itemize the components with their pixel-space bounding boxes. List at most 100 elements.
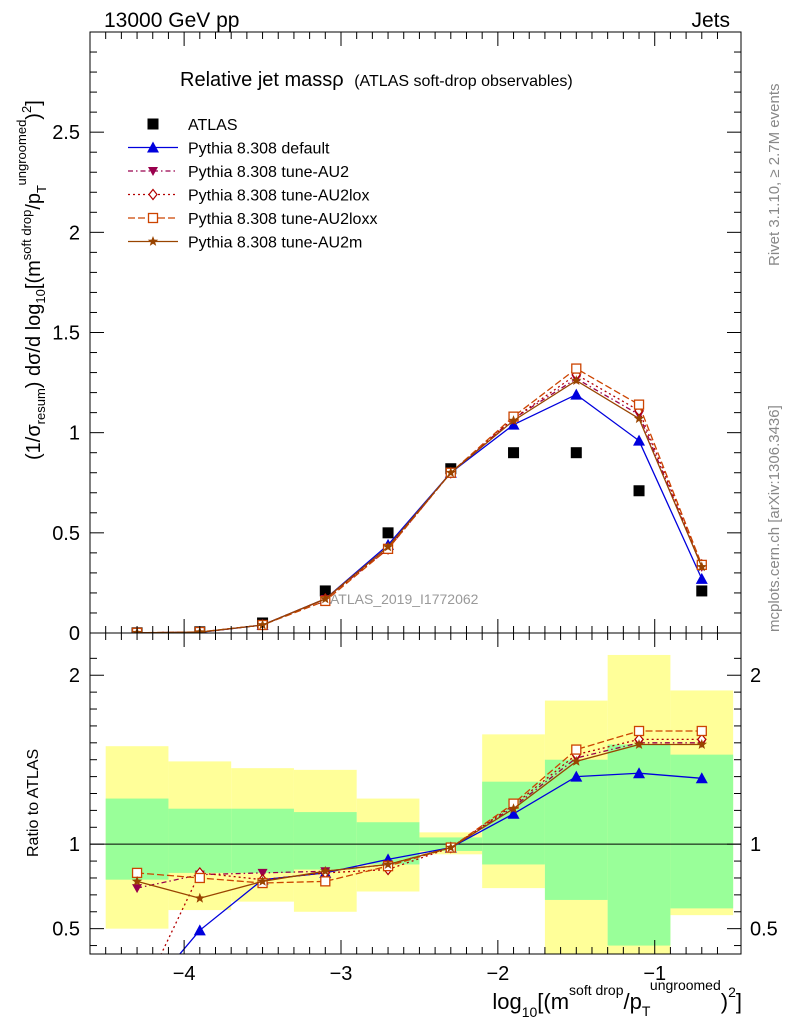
data-point: [633, 767, 646, 779]
legend-label: Pythia 8.308 tune-AU2m: [188, 235, 362, 252]
ratio-y-tick-label-right: 0.5: [750, 919, 778, 941]
x-tick-label: −1: [643, 963, 666, 985]
data-point: [382, 527, 394, 539]
data-point: [131, 999, 143, 1010]
ratio-band-green: [231, 808, 294, 873]
data-point: [571, 375, 582, 385]
data-point: [695, 772, 708, 784]
data-point: [320, 876, 331, 887]
legend-label: Pythia 8.308 tune-AU2lox: [188, 188, 369, 205]
ratio-y-tick-label-right: 1: [750, 834, 761, 856]
chart-title: Relative jet massρ (ATLAS soft-drop obse…: [180, 69, 573, 91]
series-line: [178, 772, 702, 954]
data-point: [570, 388, 583, 400]
ratio-series-layer: [131, 725, 708, 1010]
ratio-y-tick-label: 0.5: [52, 919, 80, 941]
legend-entry-pythia-8-308-default: Pythia 8.308 default: [128, 141, 330, 158]
ratio-band-green: [544, 759, 608, 900]
data-point: [633, 413, 645, 424]
ratio-band-green: [168, 808, 232, 873]
legend-entry-pythia-8-308-tune-au2loxx: Pythia 8.308 tune-AU2loxx: [128, 211, 377, 228]
series-pythia-8-308-tune-au2m: [131, 739, 707, 903]
x-tick-label: −3: [330, 963, 353, 985]
legend: ATLAS Pythia 8.308 default Pythia 8.308 tu…: [128, 117, 377, 252]
legend-marker: [147, 141, 159, 153]
data-point: [571, 363, 582, 374]
data-point: [445, 842, 456, 852]
ratio-uncertainty-bands: [90, 654, 741, 954]
y-tick-label: 2: [69, 222, 80, 244]
data-point: [319, 585, 331, 597]
data-point: [633, 739, 645, 749]
header-energy-label: 13000 GeV pp: [104, 9, 240, 32]
data-point: [257, 619, 268, 630]
legend-label: Pythia 8.308 tune-AU2: [188, 164, 349, 181]
data-point: [696, 561, 707, 572]
data-point: [633, 485, 645, 497]
series-atlas: [131, 447, 708, 633]
legend-label: Pythia 8.308 default: [188, 141, 330, 158]
x-tick-label: −2: [486, 963, 509, 985]
series-line: [137, 377, 703, 633]
data-point: [194, 872, 205, 884]
legend-label: ATLAS: [188, 117, 238, 134]
series-line: [136, 742, 702, 889]
data-point: [194, 892, 205, 903]
data-point: [382, 859, 394, 869]
data-point: [695, 572, 708, 584]
data-point: [696, 725, 707, 737]
header-process-label: Jets: [691, 9, 730, 32]
chart-title-main: Relative jet massρ: [180, 69, 344, 91]
data-point: [320, 593, 331, 604]
ratio-band-green: [105, 798, 169, 880]
data-point: [571, 755, 582, 766]
analysis-watermark: ATLAS_2019_I1772062: [330, 591, 479, 607]
data-point: [133, 1000, 141, 1010]
ratio-y-tick-label: 1: [69, 834, 80, 856]
axes-frames: −4 −3 −2 −1 0 0.5 1 1.5 2 2.5 0.5 0.5 1 1 2 2: [52, 31, 778, 985]
ratio-band-green: [293, 812, 357, 870]
y-tick-label: 1: [69, 423, 80, 445]
legend-marker: [147, 118, 159, 130]
y-tick-label: 0: [69, 623, 80, 645]
y-tick-label: 0.5: [52, 523, 80, 545]
data-point: [696, 739, 707, 749]
ratio-band-green: [482, 781, 545, 865]
x-tick-label: −4: [173, 963, 196, 985]
data-point: [193, 924, 206, 936]
data-point: [633, 434, 646, 446]
data-point: [508, 803, 519, 814]
data-point: [131, 875, 143, 886]
x-axis-label: log10[(msoft drop/pTungroomed)2]: [492, 977, 742, 1020]
data-point: [320, 865, 331, 876]
y-tick-label: 1.5: [52, 323, 80, 345]
legend-entry-pythia-8-308-tune-au2m: Pythia 8.308 tune-AU2m: [128, 235, 362, 252]
data-point: [257, 868, 268, 878]
legend-entry-atlas: ATLAS: [147, 117, 238, 134]
data-point: [507, 807, 520, 819]
series-line: [160, 738, 702, 954]
legend-marker: [147, 236, 159, 246]
y-tick-label: 2.5: [52, 122, 80, 144]
data-point: [132, 884, 143, 894]
data-point: [696, 585, 708, 597]
data-point: [382, 541, 394, 552]
ratio-y-tick-label-right: 2: [750, 665, 761, 687]
data-point: [633, 725, 645, 737]
data-point: [570, 770, 583, 782]
data-point: [570, 447, 582, 459]
legend-entry-pythia-8-308-tune-au2lox: Pythia 8.308 tune-AU2lox: [128, 188, 369, 205]
ratio-y-tick-label: 2: [69, 665, 80, 687]
ratio-y-axis-label: Ratio to ATLAS: [25, 749, 42, 857]
data-point: [571, 744, 582, 755]
data-point: [633, 399, 645, 410]
data-point: [257, 875, 268, 886]
data-point: [445, 467, 456, 478]
legend-entry-pythia-8-308-tune-au2: Pythia 8.308 tune-AU2: [128, 164, 349, 181]
legend-marker: [147, 212, 159, 224]
legend-label: Pythia 8.308 tune-AU2loxx: [188, 211, 377, 228]
data-point: [508, 415, 519, 426]
data-point: [508, 447, 520, 459]
chart-title-sub: (ATLAS soft-drop observables): [354, 73, 572, 90]
